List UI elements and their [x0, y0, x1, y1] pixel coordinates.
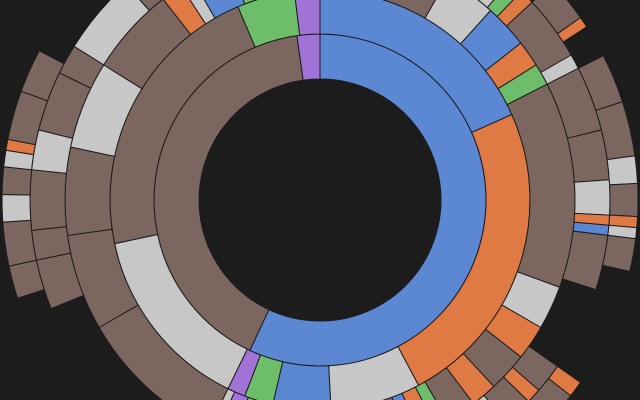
ring-4-segment-38[interactable]	[126, 0, 174, 12]
ring-4-segment-18[interactable]	[473, 394, 506, 400]
ring-5-segment-27[interactable]	[20, 50, 65, 102]
ring-2-segment-9[interactable]	[294, 0, 321, 36]
ring-5-segment-14[interactable]	[601, 234, 637, 273]
ring-3-segment-29[interactable]	[229, 0, 266, 5]
ring-4-segment-11[interactable]	[573, 179, 611, 216]
ring-5-segment-16[interactable]	[529, 377, 572, 400]
ring-5-segment-21[interactable]	[2, 219, 37, 267]
ring-5-segment-22[interactable]	[1, 193, 32, 223]
ring-5-segment-7[interactable]	[556, 16, 588, 43]
center-hole	[199, 79, 441, 321]
ring-5-segment-10[interactable]	[606, 155, 639, 186]
ring-5-segment-11[interactable]	[609, 182, 639, 218]
ring-3-segment-23[interactable]	[64, 146, 116, 237]
ring-4-segment-33[interactable]	[29, 169, 67, 231]
ring-3-segment-14[interactable]	[335, 396, 408, 400]
ring-3-segment-0[interactable]	[320, 0, 448, 19]
ring-5-segment-23[interactable]	[1, 166, 33, 196]
